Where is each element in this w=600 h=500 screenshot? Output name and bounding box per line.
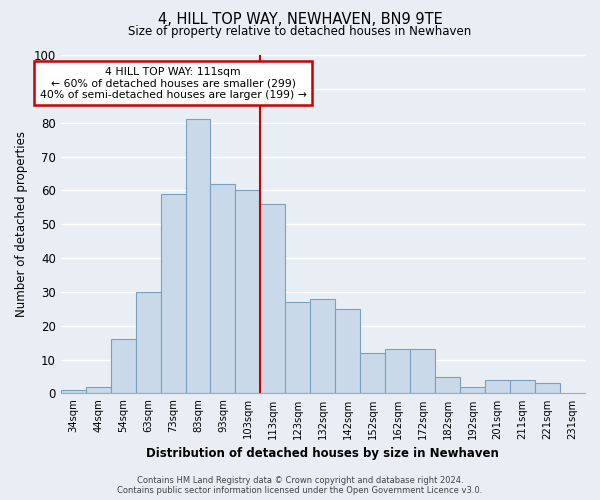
Bar	[410, 350, 435, 394]
Bar	[260, 204, 286, 394]
Bar	[360, 353, 385, 394]
Bar	[136, 292, 161, 394]
X-axis label: Distribution of detached houses by size in Newhaven: Distribution of detached houses by size …	[146, 447, 499, 460]
Bar	[61, 390, 86, 394]
Text: 4 HILL TOP WAY: 111sqm
← 60% of detached houses are smaller (299)
40% of semi-de: 4 HILL TOP WAY: 111sqm ← 60% of detached…	[40, 67, 307, 100]
Bar	[86, 386, 110, 394]
Bar	[286, 302, 310, 394]
Text: 4, HILL TOP WAY, NEWHAVEN, BN9 9TE: 4, HILL TOP WAY, NEWHAVEN, BN9 9TE	[158, 12, 442, 28]
Bar	[310, 298, 335, 394]
Bar	[435, 376, 460, 394]
Bar	[510, 380, 535, 394]
Bar	[460, 386, 485, 394]
Bar	[385, 350, 410, 394]
Bar	[161, 194, 185, 394]
Text: Contains HM Land Registry data © Crown copyright and database right 2024.
Contai: Contains HM Land Registry data © Crown c…	[118, 476, 482, 495]
Bar	[211, 184, 235, 394]
Bar	[185, 120, 211, 394]
Y-axis label: Number of detached properties: Number of detached properties	[15, 131, 28, 317]
Bar	[485, 380, 510, 394]
Bar	[235, 190, 260, 394]
Text: Size of property relative to detached houses in Newhaven: Size of property relative to detached ho…	[128, 25, 472, 38]
Bar	[335, 309, 360, 394]
Bar	[110, 340, 136, 394]
Bar	[535, 384, 560, 394]
